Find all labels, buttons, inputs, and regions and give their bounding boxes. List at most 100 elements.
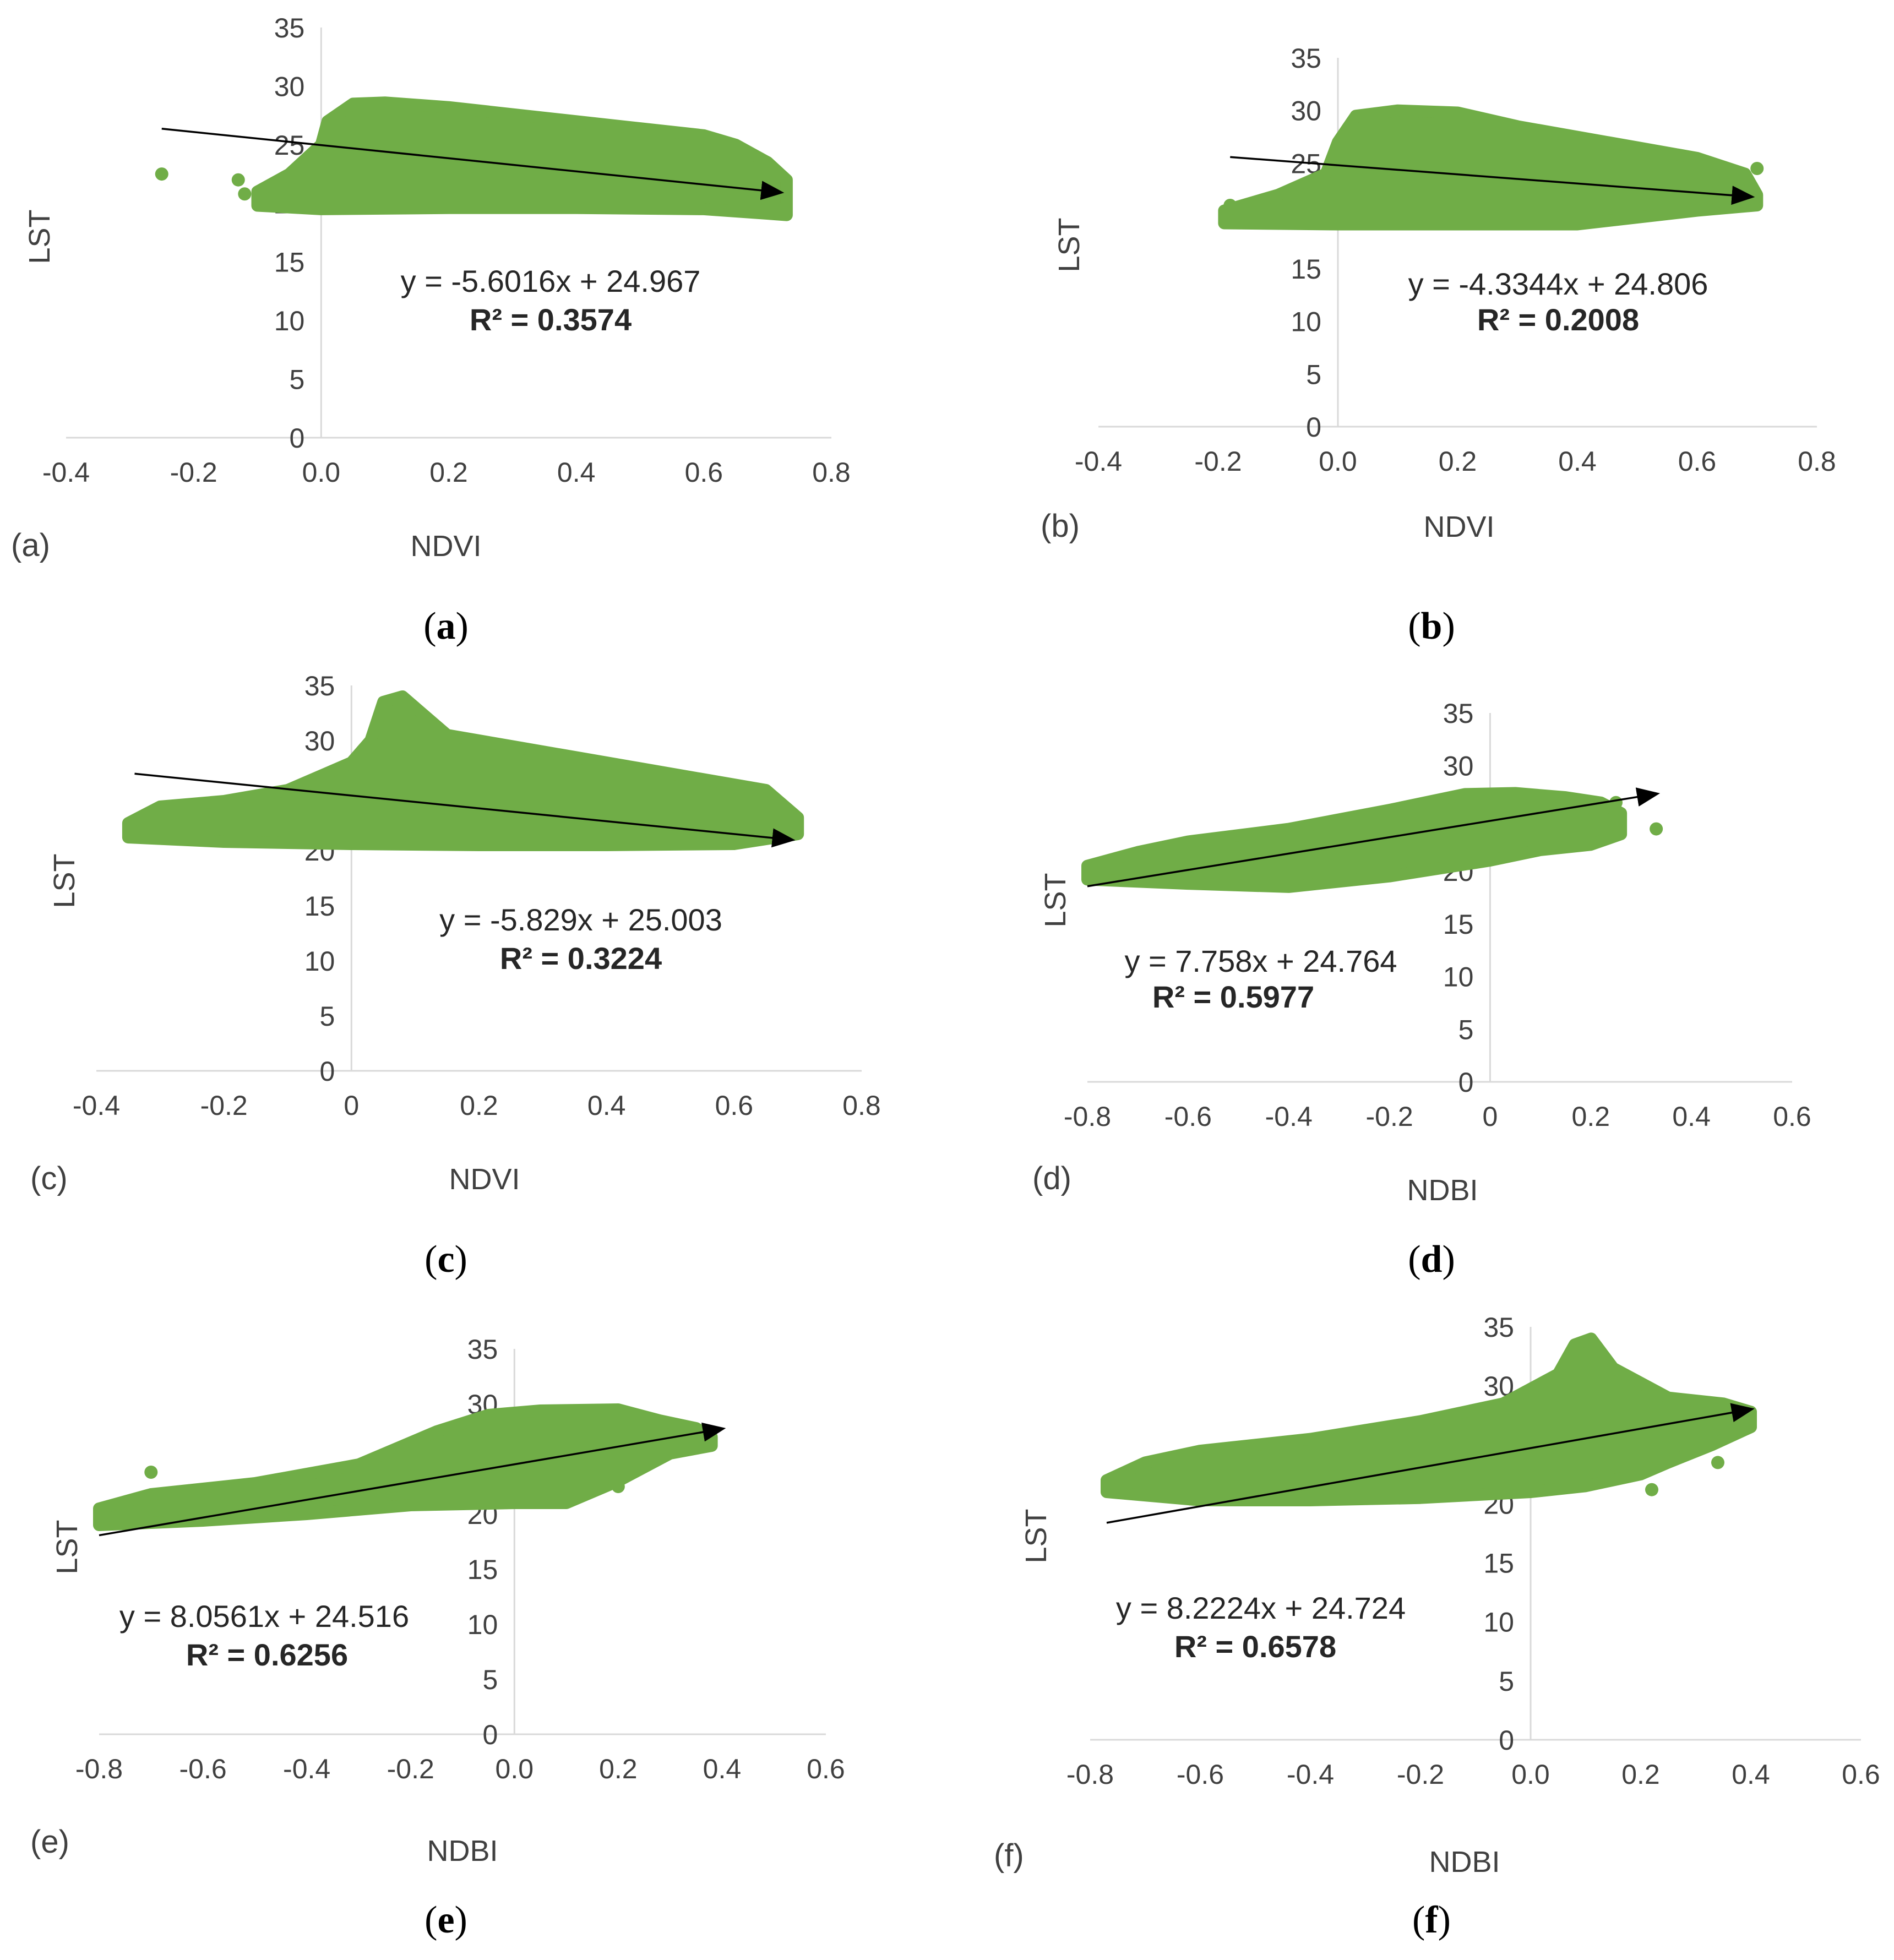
- scatter-point: [144, 1466, 158, 1479]
- x-tick-label: 0.0: [1511, 1759, 1550, 1790]
- x-tick-label: -0.8: [75, 1754, 123, 1784]
- x-tick-label: 0.0: [302, 457, 341, 488]
- figure-caption: (d): [1408, 1238, 1455, 1281]
- regression-equation: y = -5.6016x + 24.967: [401, 264, 701, 298]
- panel-label: (c): [30, 1161, 68, 1196]
- x-tick-label: 0.4: [1558, 446, 1597, 477]
- scatter-point: [1223, 199, 1237, 212]
- y-tick-label: 15: [304, 891, 335, 922]
- scatter-point: [1750, 162, 1764, 175]
- y-tick-label: 30: [1291, 96, 1321, 127]
- x-axis-title: NDVI: [449, 1163, 520, 1196]
- scatter-point: [1609, 796, 1623, 809]
- trendline: [1106, 1403, 1755, 1524]
- y-tick-label: 35: [274, 13, 305, 43]
- regression-equation: y = 8.0561x + 24.516: [119, 1599, 409, 1634]
- scatter-point-cloud: [93, 1403, 718, 1531]
- regression-equation: y = 8.2224x + 24.724: [1116, 1591, 1406, 1625]
- scatter-point: [611, 1480, 625, 1493]
- y-tick-label: 30: [1443, 751, 1474, 782]
- r-squared-label: R² = 0.5977: [1152, 979, 1314, 1014]
- y-tick-label: 35: [1291, 43, 1321, 74]
- y-tick-label: 30: [274, 71, 305, 102]
- trendline: [99, 1422, 726, 1537]
- y-tick-label: 30: [304, 726, 335, 756]
- x-tick-label: 0: [1483, 1101, 1498, 1132]
- scatter-point: [155, 167, 168, 181]
- trendline: [161, 128, 785, 200]
- x-tick-label: -0.8: [1064, 1101, 1111, 1132]
- x-tick-label: 0.2: [460, 1090, 498, 1121]
- scatter-point-cloud: [1101, 1332, 1757, 1506]
- y-tick-label: 10: [1483, 1607, 1514, 1638]
- x-tick-label: 0.8: [1798, 446, 1836, 477]
- x-tick-label: 0.0: [1319, 446, 1357, 477]
- y-axis-title: LST: [1020, 1509, 1053, 1563]
- y-tick-label: 35: [1483, 1312, 1514, 1343]
- panel-label: (b): [1041, 508, 1080, 544]
- caption-letter: e: [437, 1899, 454, 1941]
- figure-caption: (f): [1412, 1899, 1451, 1941]
- regression-equation: y = 7.758x + 24.764: [1124, 944, 1397, 978]
- x-axis-title: NDBI: [427, 1834, 498, 1868]
- y-axis-title: LST: [51, 1520, 84, 1574]
- r-squared-label: R² = 0.3224: [500, 941, 662, 976]
- y-tick-label: 35: [304, 671, 335, 701]
- x-tick-label: -0.4: [73, 1090, 120, 1121]
- y-tick-label: 15: [1443, 909, 1474, 940]
- scatter-point: [1711, 1456, 1724, 1469]
- x-axis-title: NDBI: [1407, 1174, 1478, 1207]
- x-tick-label: 0.4: [587, 1090, 626, 1121]
- x-tick-label: 0.4: [1672, 1101, 1711, 1132]
- y-axis-title: LST: [1039, 873, 1072, 927]
- x-tick-label: 0.4: [1732, 1759, 1770, 1790]
- y-tick-label: 10: [467, 1609, 498, 1640]
- x-axis-title: NDBI: [1429, 1845, 1500, 1879]
- y-tick-label: 5: [1499, 1666, 1514, 1697]
- figure-caption: (e): [424, 1899, 467, 1941]
- chart-panel-b: -0.4-0.20.00.20.40.60.805101520253035y =…: [1041, 43, 1836, 647]
- scatter-point: [238, 187, 252, 201]
- x-tick-label: -0.2: [1397, 1759, 1444, 1790]
- figure-caption: (c): [424, 1238, 467, 1281]
- y-tick-label: 10: [1443, 962, 1474, 993]
- y-tick-label: 15: [467, 1554, 498, 1585]
- x-tick-label: 0.4: [703, 1754, 742, 1784]
- y-tick-label: 0: [1499, 1725, 1514, 1756]
- y-tick-label: 0: [320, 1056, 335, 1087]
- scatter-point: [231, 173, 245, 187]
- r-squared-label: R² = 0.2008: [1477, 302, 1639, 337]
- y-axis-title: LST: [48, 853, 81, 908]
- regression-equation: y = -5.829x + 25.003: [439, 902, 722, 937]
- y-tick-label: 35: [1443, 698, 1474, 729]
- x-tick-label: -0.4: [1287, 1759, 1334, 1790]
- chart-panel-c: -0.4-0.200.20.40.60.805101520253035y = -…: [30, 671, 881, 1281]
- x-tick-label: 0.6: [807, 1754, 845, 1784]
- trendline: [1087, 787, 1661, 888]
- x-tick-label: 0.6: [685, 457, 723, 488]
- x-tick-label: -0.6: [1177, 1759, 1224, 1790]
- x-tick-label: 0.2: [1572, 1101, 1610, 1132]
- r-squared-label: R² = 0.3574: [470, 302, 632, 337]
- x-tick-label: 0.4: [557, 457, 596, 488]
- caption-letter: c: [437, 1238, 454, 1281]
- y-tick-label: 0: [1458, 1067, 1474, 1098]
- x-tick-label: -0.2: [170, 457, 217, 488]
- caption-letter: d: [1421, 1238, 1443, 1281]
- panel-label: (e): [30, 1824, 69, 1860]
- y-tick-label: 5: [320, 1001, 335, 1032]
- x-tick-label: -0.8: [1066, 1759, 1114, 1790]
- r-squared-label: R² = 0.6578: [1174, 1629, 1336, 1664]
- y-tick-label: 0: [290, 423, 305, 454]
- chart-panels: -0.4-0.20.00.20.40.60.805101520253035y =…: [11, 13, 1880, 1941]
- x-tick-label: -0.2: [387, 1754, 434, 1784]
- trendline: [134, 772, 796, 848]
- panel-label: (a): [11, 527, 50, 563]
- y-tick-label: 10: [304, 946, 335, 977]
- scatter-point: [1650, 822, 1663, 836]
- x-tick-label: 0.6: [1842, 1759, 1880, 1790]
- x-tick-label: 0.2: [1439, 446, 1477, 477]
- scatter-point: [785, 822, 798, 835]
- panel-label: (f): [994, 1838, 1024, 1874]
